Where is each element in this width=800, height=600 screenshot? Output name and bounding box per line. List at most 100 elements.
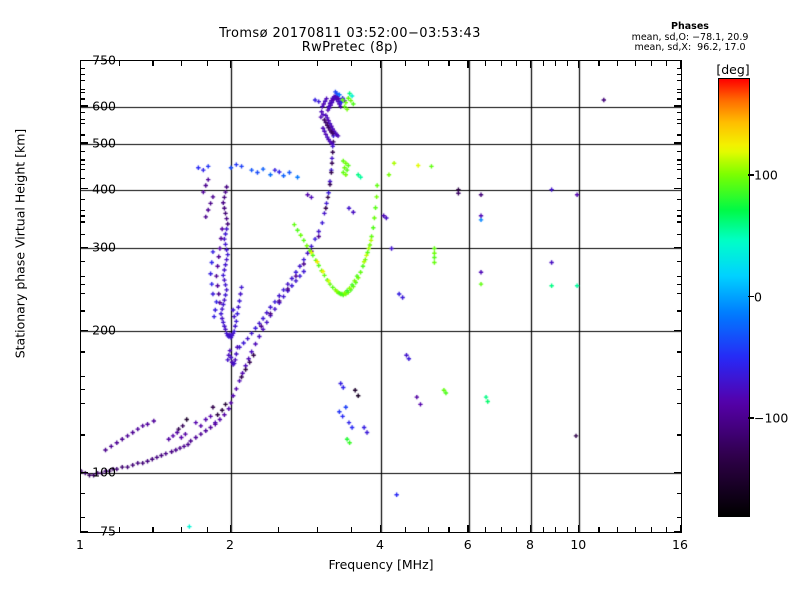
- axis-tick: [229, 525, 231, 533]
- axis-tick: [677, 67, 682, 70]
- y-tick-label: 400: [92, 181, 116, 197]
- axis-tick: [674, 530, 682, 532]
- axis-tick: [80, 79, 85, 81]
- axis-tick: [80, 142, 88, 144]
- axis-tick: [379, 60, 381, 68]
- colorbar-tick-label: −100: [754, 410, 789, 426]
- axis-tick: [677, 276, 682, 278]
- axis-tick: [80, 59, 88, 61]
- axis-tick: [79, 60, 81, 68]
- axis-tick: [677, 73, 682, 75]
- axis-tick: [80, 310, 85, 312]
- y-tick-label: 600: [92, 98, 116, 114]
- axis-tick: [229, 60, 231, 68]
- axis-tick: [677, 402, 682, 404]
- axis-tick: [80, 112, 85, 114]
- x-axis-label: Frequency [MHz]: [328, 557, 434, 572]
- axis-tick: [80, 402, 85, 404]
- axis-tick: [677, 209, 682, 211]
- axis-tick: [80, 168, 85, 170]
- axis-tick: [677, 163, 682, 166]
- phases-annotation-o-mode: mean, sd,O: −78.1, 20.9: [631, 32, 749, 43]
- x-tick-label: 4: [376, 537, 384, 552]
- axis-tick: [674, 471, 682, 474]
- axis-tick: [206, 527, 208, 533]
- axis-tick: [80, 67, 85, 70]
- y-tick-label: 300: [92, 239, 116, 255]
- axis-tick: [80, 119, 85, 121]
- axis-tick: [80, 73, 85, 75]
- axis-tick: [577, 525, 580, 533]
- axis-tick: [118, 60, 121, 66]
- axis-tick: [118, 527, 121, 533]
- y-tick-label: 75: [100, 523, 116, 539]
- axis-tick: [152, 60, 154, 66]
- axis-tick: [515, 527, 517, 533]
- axis-tick: [80, 388, 85, 390]
- x-tick-label: 2: [226, 537, 234, 552]
- axis-tick: [554, 60, 557, 66]
- axis-tick: [665, 527, 667, 533]
- axis-tick: [634, 60, 636, 66]
- axis-tick: [617, 527, 619, 533]
- plot-title-line1: Tromsø 20170811 03:52:00−03:53:43: [219, 26, 481, 41]
- axis-tick: [427, 60, 429, 66]
- axis-tick: [379, 525, 381, 533]
- y-tick-label: 100: [92, 464, 116, 480]
- colorbar-title: [deg]: [716, 62, 750, 77]
- axis-tick: [80, 159, 85, 161]
- axis-tick: [80, 209, 85, 211]
- axis-tick: [80, 375, 85, 377]
- x-tick-label: 16: [672, 537, 688, 552]
- x-tick-label: 8: [526, 537, 534, 552]
- axis-tick: [181, 60, 183, 66]
- axis-tick: [484, 60, 486, 66]
- axis-tick: [80, 105, 88, 107]
- axis-tick: [677, 221, 682, 223]
- axis-tick: [674, 59, 682, 61]
- axis-tick: [80, 261, 85, 263]
- axis-tick: [677, 198, 682, 200]
- axis-tick: [277, 527, 279, 533]
- axis-tick: [80, 493, 85, 495]
- axis-tick: [206, 60, 208, 66]
- phases-annotation-header: Phases: [671, 21, 709, 32]
- axis-tick: [181, 527, 183, 533]
- axis-tick: [542, 60, 544, 66]
- axis-tick: [677, 98, 682, 100]
- axis-tick: [674, 188, 682, 190]
- axis-tick: [80, 215, 85, 217]
- axis-tick: [350, 527, 352, 533]
- axis-tick: [677, 112, 682, 114]
- axis-tick: [674, 142, 682, 144]
- axis-tick: [677, 159, 682, 161]
- axis-tick: [650, 60, 652, 66]
- axis-tick: [677, 134, 682, 136]
- axis-tick: [529, 525, 531, 533]
- axis-tick: [80, 292, 85, 294]
- axis-tick: [677, 292, 682, 294]
- axis-tick: [677, 261, 682, 263]
- axis-tick: [80, 221, 85, 223]
- colorbar-tick: [748, 295, 754, 298]
- axis-tick: [665, 60, 667, 66]
- axis-tick: [80, 530, 88, 532]
- colorbar: [718, 78, 750, 517]
- axis-tick: [577, 60, 580, 68]
- y-axis-label: Stationary phase Virtual Height [km]: [12, 128, 28, 359]
- axis-tick: [679, 525, 681, 533]
- axis-tick: [448, 527, 450, 533]
- colorbar-tick-label: 0: [754, 289, 762, 304]
- axis-tick: [317, 527, 319, 533]
- x-tick-label: 6: [463, 537, 472, 552]
- axis-tick: [677, 493, 682, 495]
- axis-tick: [542, 527, 544, 533]
- axis-tick: [80, 329, 88, 332]
- y-tick-label: 750: [92, 52, 116, 68]
- axis-tick: [677, 375, 682, 377]
- axis-tick: [448, 60, 450, 66]
- axis-tick: [674, 246, 682, 249]
- axis-tick: [500, 527, 502, 533]
- axis-tick: [677, 168, 682, 170]
- axis-tick: [677, 284, 682, 286]
